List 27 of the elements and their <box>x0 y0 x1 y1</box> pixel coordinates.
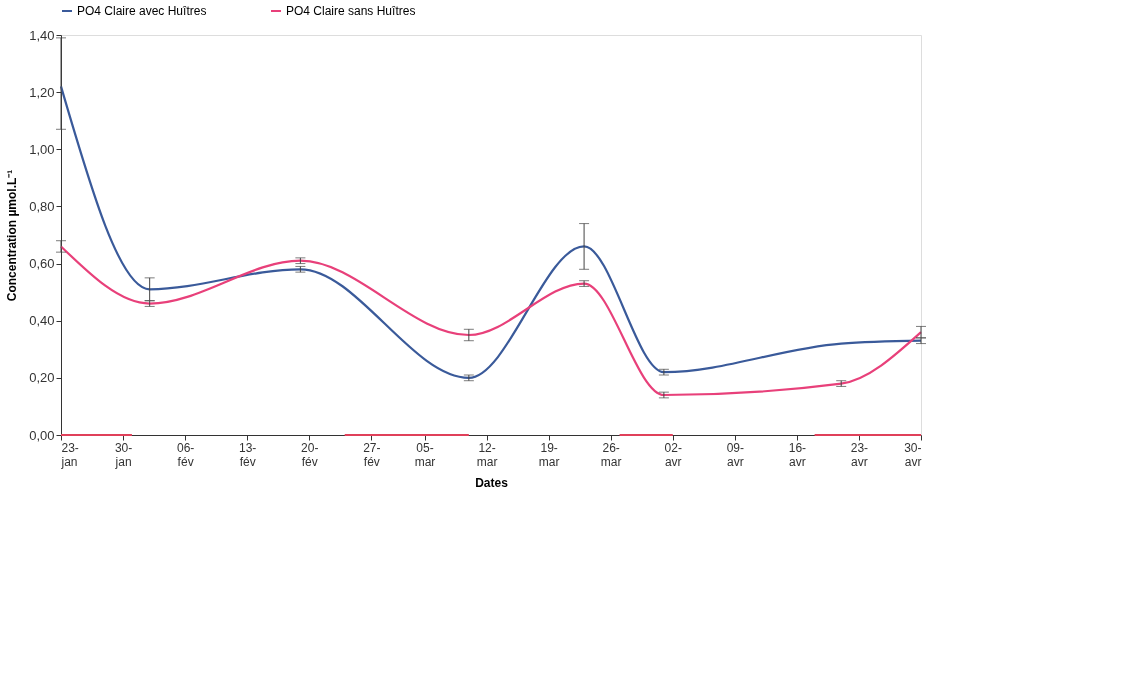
x-tick-label: 27- fév <box>363 440 381 469</box>
x-tick-label: 23- jan <box>60 440 79 469</box>
y-tick-label: 1,00 <box>29 141 55 157</box>
x-tick-label: 09- avr <box>726 440 744 469</box>
x-tick-label: 16- avr <box>788 440 807 469</box>
x-tick-label: 23- avr <box>850 440 869 469</box>
x-tick-label: 13- fév <box>239 440 257 469</box>
x-tick-label: 19- mar <box>538 440 560 469</box>
legend-label: PO4 Claire avec Huîtres <box>77 4 207 18</box>
x-tick-label: 20- fév <box>301 440 319 469</box>
x-axis-title: Dates <box>475 475 509 490</box>
y-tick-label: 0,20 <box>29 370 55 386</box>
legend-label: PO4 Claire sans Huîtres <box>286 4 416 18</box>
y-tick-label: 0,00 <box>29 427 55 443</box>
x-tick-label: 06- fév <box>176 440 195 469</box>
x-tick-label: 12- mar <box>476 440 498 469</box>
y-tick-label: 0,80 <box>29 198 55 214</box>
y-tick-label: 0,60 <box>29 256 55 272</box>
y-tick-label: 0,40 <box>29 313 55 329</box>
y-axis-title: Concentration µmol.L⁻¹ <box>5 169 20 302</box>
y-tick-label: 1,20 <box>29 84 55 100</box>
y-tick-label: 1,40 <box>29 27 55 43</box>
x-tick-label: 26- mar <box>600 440 622 469</box>
x-tick-label: 02- avr <box>664 440 682 469</box>
x-tick-label: 05- mar <box>414 440 436 469</box>
x-tick-label: 30- jan <box>114 440 133 469</box>
x-tick-label: 30- avr <box>904 440 922 469</box>
